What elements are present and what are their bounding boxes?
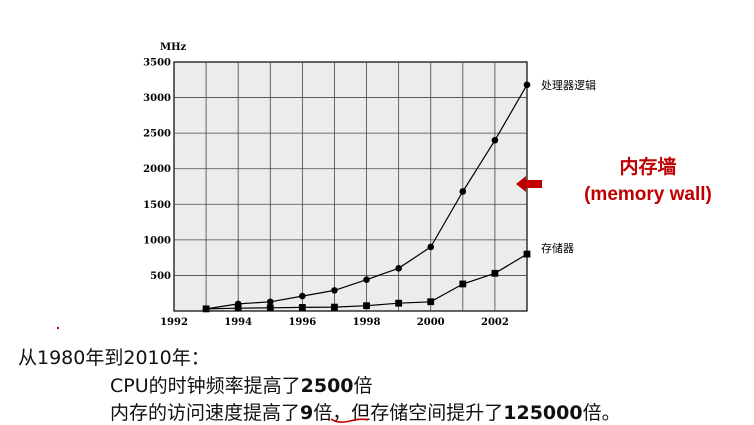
note-line-period: 从1980年到2010年： — [18, 343, 210, 370]
data-point-circle — [299, 292, 306, 300]
x-tick-label: 1994 — [224, 317, 252, 328]
memory-wall-subtitle: (memory wall) — [584, 184, 712, 205]
note-mem-capacity-value: 125000 — [503, 402, 583, 424]
note-cpu-value: 2500 — [300, 375, 354, 397]
data-point-square — [491, 269, 499, 277]
note-cpu-prefix: CPU的时钟频率提高了 — [110, 375, 301, 397]
data-point-circle — [491, 136, 499, 144]
y-tick-label: 2000 — [143, 164, 171, 175]
data-point-circle — [331, 287, 338, 294]
red-dot-mark — [57, 327, 59, 329]
data-point-circle — [363, 276, 370, 283]
data-point-square — [395, 299, 403, 307]
data-point-circle — [395, 265, 402, 272]
plot-area — [173, 61, 528, 312]
data-point-square — [266, 304, 274, 312]
data-point-circle — [427, 243, 435, 251]
handwritten-underline — [330, 418, 369, 423]
note-cpu-suffix: 倍 — [353, 375, 373, 397]
series-label-memory: 存储器 — [541, 241, 574, 255]
y-axis-label: MHz — [160, 42, 187, 53]
y-tick-label: 3000 — [143, 93, 171, 104]
data-point-square — [363, 302, 370, 310]
x-tick-label: 1998 — [353, 317, 381, 328]
x-tick-label: 2002 — [481, 317, 509, 328]
y-tick-label: 2500 — [143, 129, 171, 140]
note-mem-speed-value: 9 — [300, 402, 314, 424]
note-mem-prefix: 内存的访问速度提高了 — [110, 402, 301, 424]
data-point-circle — [459, 188, 467, 195]
data-point-square — [234, 304, 242, 312]
data-point-square — [202, 305, 210, 313]
y-tick-label: 1500 — [143, 200, 171, 211]
memory-wall-title: 内存墙 — [619, 156, 677, 178]
series-label-processor: 处理器逻辑 — [541, 78, 596, 92]
chart: 500 1000 1500 2000 2500 3000 3500 1992 1994 1996 1… — [143, 42, 596, 329]
x-tick-label: 1992 — [160, 317, 188, 328]
y-tick-label: 3500 — [143, 58, 171, 69]
x-tick-label: 1996 — [288, 317, 316, 328]
data-point-square — [298, 304, 306, 311]
data-point-square — [523, 250, 531, 258]
data-point-square — [459, 280, 467, 288]
data-point-circle — [266, 298, 274, 306]
data-point-circle — [523, 81, 531, 89]
left-arrow-icon — [516, 176, 542, 192]
series-layer — [202, 81, 531, 313]
y-tick-label: 500 — [150, 271, 171, 282]
data-point-square — [427, 298, 435, 306]
y-tick-label: 1000 — [143, 235, 171, 246]
note-period-text: 从1980年到2010年： — [18, 347, 210, 369]
axis-ticks: 500 1000 1500 2000 2500 3000 3500 1992 1994 1996 1… — [143, 58, 509, 329]
note-line-cpu: CPU的时钟频率提高了2500倍 — [110, 371, 373, 398]
plot-background — [173, 61, 528, 312]
data-point-square — [331, 303, 338, 311]
note-mem-suffix: 倍。 — [582, 402, 621, 424]
x-tick-label: 2000 — [417, 317, 445, 328]
